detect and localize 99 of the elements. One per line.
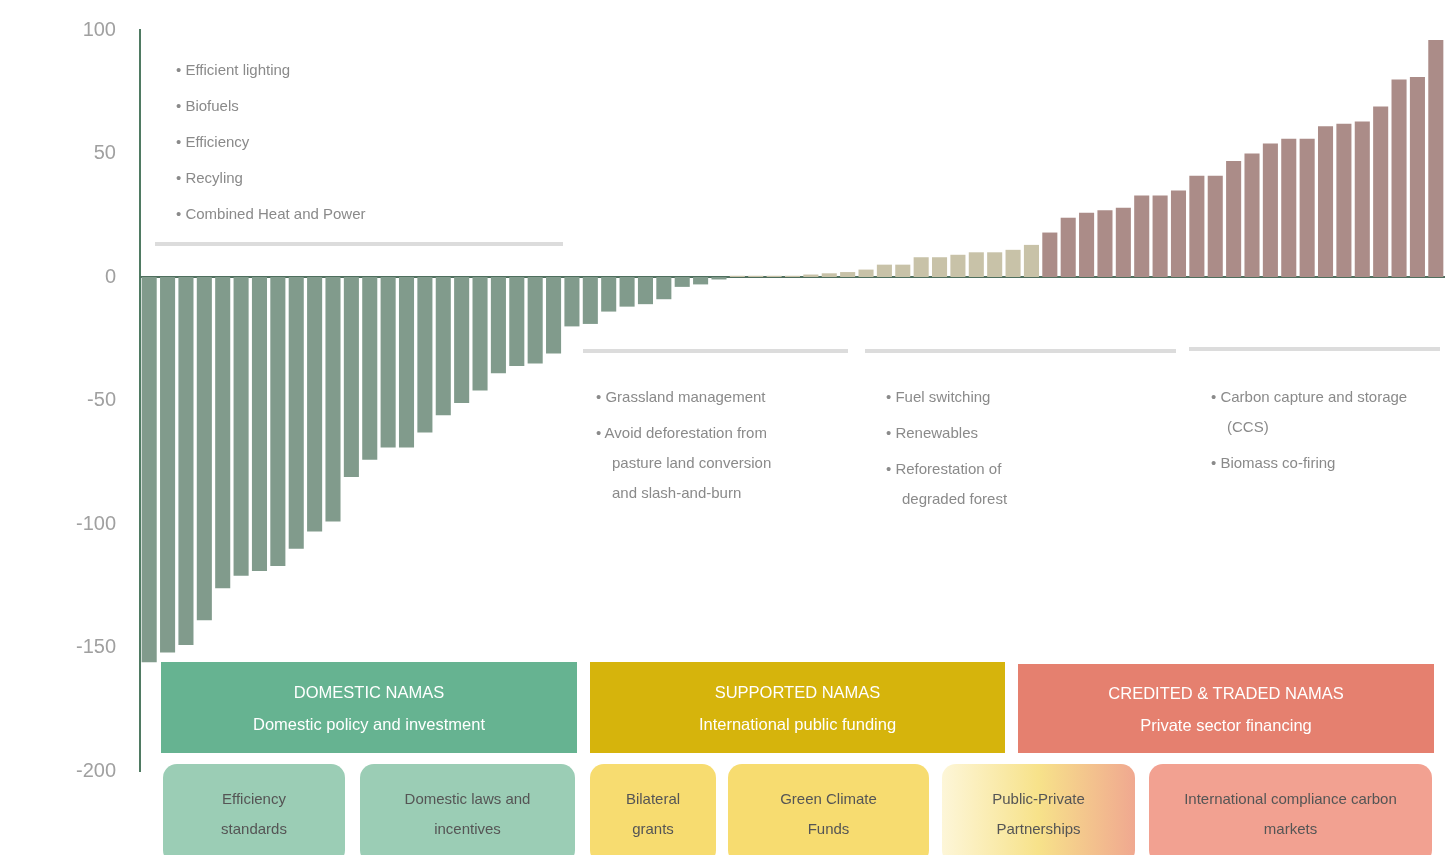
annotation: • Grassland management bbox=[596, 387, 767, 407]
bar bbox=[619, 277, 635, 307]
bar bbox=[1244, 153, 1260, 277]
bar bbox=[178, 277, 194, 646]
bar bbox=[196, 277, 212, 621]
bar bbox=[307, 277, 323, 532]
bar bbox=[1060, 217, 1076, 277]
bar bbox=[1134, 195, 1150, 277]
bar bbox=[821, 273, 837, 277]
bar bbox=[509, 277, 525, 366]
bar bbox=[1042, 232, 1058, 277]
annotation: Private sector financing bbox=[1139, 714, 1313, 736]
bar bbox=[472, 277, 488, 391]
annotation: • Fuel switching bbox=[886, 387, 992, 407]
bar bbox=[1391, 79, 1407, 277]
bar bbox=[1409, 76, 1425, 277]
bar bbox=[1262, 143, 1278, 277]
bar bbox=[674, 277, 690, 287]
annotation: • Carbon capture and storage (CCS) bbox=[1211, 387, 1409, 437]
annotation: • Biofuels bbox=[176, 96, 240, 116]
bar bbox=[582, 277, 598, 324]
bar bbox=[1207, 175, 1223, 277]
banner-box: CREDITED & TRADED NAMAS Private sector financing bbox=[1018, 664, 1434, 753]
bar bbox=[1317, 126, 1334, 277]
bar bbox=[270, 277, 286, 566]
label-box: Bilateral grants bbox=[590, 764, 716, 855]
bar bbox=[325, 277, 341, 522]
bar bbox=[141, 277, 157, 663]
banner-box: DOMESTIC NAMAS Domestic policy and investment bbox=[161, 662, 577, 753]
y-tick-label: -100 bbox=[75, 511, 116, 534]
label-box: Domestic laws and incentives bbox=[360, 764, 575, 855]
label-box: Efficiency standards bbox=[163, 764, 345, 855]
bar bbox=[215, 277, 231, 589]
y-tick-label: 100 bbox=[82, 17, 116, 40]
bar bbox=[1097, 210, 1113, 277]
bar bbox=[913, 257, 929, 277]
bar bbox=[1281, 138, 1297, 277]
bar bbox=[233, 277, 249, 576]
y-tick-label: 0 bbox=[104, 264, 116, 287]
y-tick-label: -200 bbox=[75, 758, 116, 781]
annotation: • Biomass co-firing bbox=[1211, 453, 1337, 473]
bar bbox=[380, 277, 396, 448]
bar bbox=[288, 277, 304, 549]
bar bbox=[656, 277, 672, 300]
bar bbox=[840, 272, 856, 277]
bar bbox=[1005, 249, 1021, 277]
bar bbox=[601, 277, 617, 312]
bar bbox=[637, 277, 653, 305]
bar bbox=[417, 277, 433, 433]
bar bbox=[1354, 121, 1370, 277]
label-box: Green Climate Funds bbox=[728, 764, 929, 855]
annotation: • Reforestation of degraded forest bbox=[886, 459, 1009, 509]
bar bbox=[546, 277, 562, 354]
bar bbox=[968, 252, 984, 277]
y-tick-label: 50 bbox=[93, 141, 116, 164]
label-box: Public-Private Partnerships bbox=[942, 764, 1135, 855]
bar bbox=[950, 254, 966, 277]
bar bbox=[251, 277, 268, 571]
annotation: • Avoid deforestation from pasture land conversion and slash-and-burn bbox=[596, 423, 773, 503]
annotation: • Efficiency bbox=[176, 132, 251, 152]
bar bbox=[895, 264, 911, 277]
bar bbox=[1336, 123, 1352, 277]
annotation: • Efficient lighting bbox=[176, 60, 292, 80]
bar bbox=[1373, 106, 1389, 277]
bar bbox=[987, 252, 1003, 277]
annotation: • Renewables bbox=[886, 423, 979, 443]
bar bbox=[876, 264, 892, 277]
bar bbox=[435, 277, 451, 416]
y-tick-label: -50 bbox=[87, 388, 116, 411]
annotation: • Recyling bbox=[176, 168, 244, 188]
annotation: • Combined Heat and Power bbox=[176, 204, 367, 224]
bar bbox=[858, 269, 874, 277]
bar bbox=[1115, 207, 1131, 277]
bar bbox=[564, 277, 580, 327]
bar bbox=[1428, 39, 1444, 277]
bar bbox=[1170, 190, 1187, 277]
y-tick-label: -150 bbox=[75, 635, 116, 658]
bar bbox=[1226, 160, 1242, 277]
bar bbox=[343, 277, 359, 478]
annotation: Domestic policy and investment bbox=[252, 713, 486, 735]
bar bbox=[454, 277, 470, 403]
annotation: CREDITED & TRADED NAMAS bbox=[1107, 682, 1345, 704]
bar bbox=[1079, 212, 1095, 277]
bar bbox=[932, 257, 948, 277]
bar bbox=[693, 277, 709, 285]
bar bbox=[1152, 195, 1168, 277]
bar bbox=[1189, 175, 1205, 277]
bar bbox=[527, 277, 543, 364]
bar bbox=[398, 277, 415, 448]
bar bbox=[160, 277, 176, 653]
annotation: SUPPORTED NAMAS bbox=[713, 681, 882, 703]
annotation: International public funding bbox=[697, 713, 898, 735]
bar bbox=[490, 277, 506, 374]
annotation: DOMESTIC NAMAS bbox=[292, 681, 446, 703]
banner-box: SUPPORTED NAMAS International public funding bbox=[590, 662, 1005, 753]
bar bbox=[362, 277, 378, 460]
bar bbox=[1299, 138, 1315, 277]
bar bbox=[1023, 244, 1039, 277]
label-box: International compliance carbon markets bbox=[1149, 764, 1432, 855]
